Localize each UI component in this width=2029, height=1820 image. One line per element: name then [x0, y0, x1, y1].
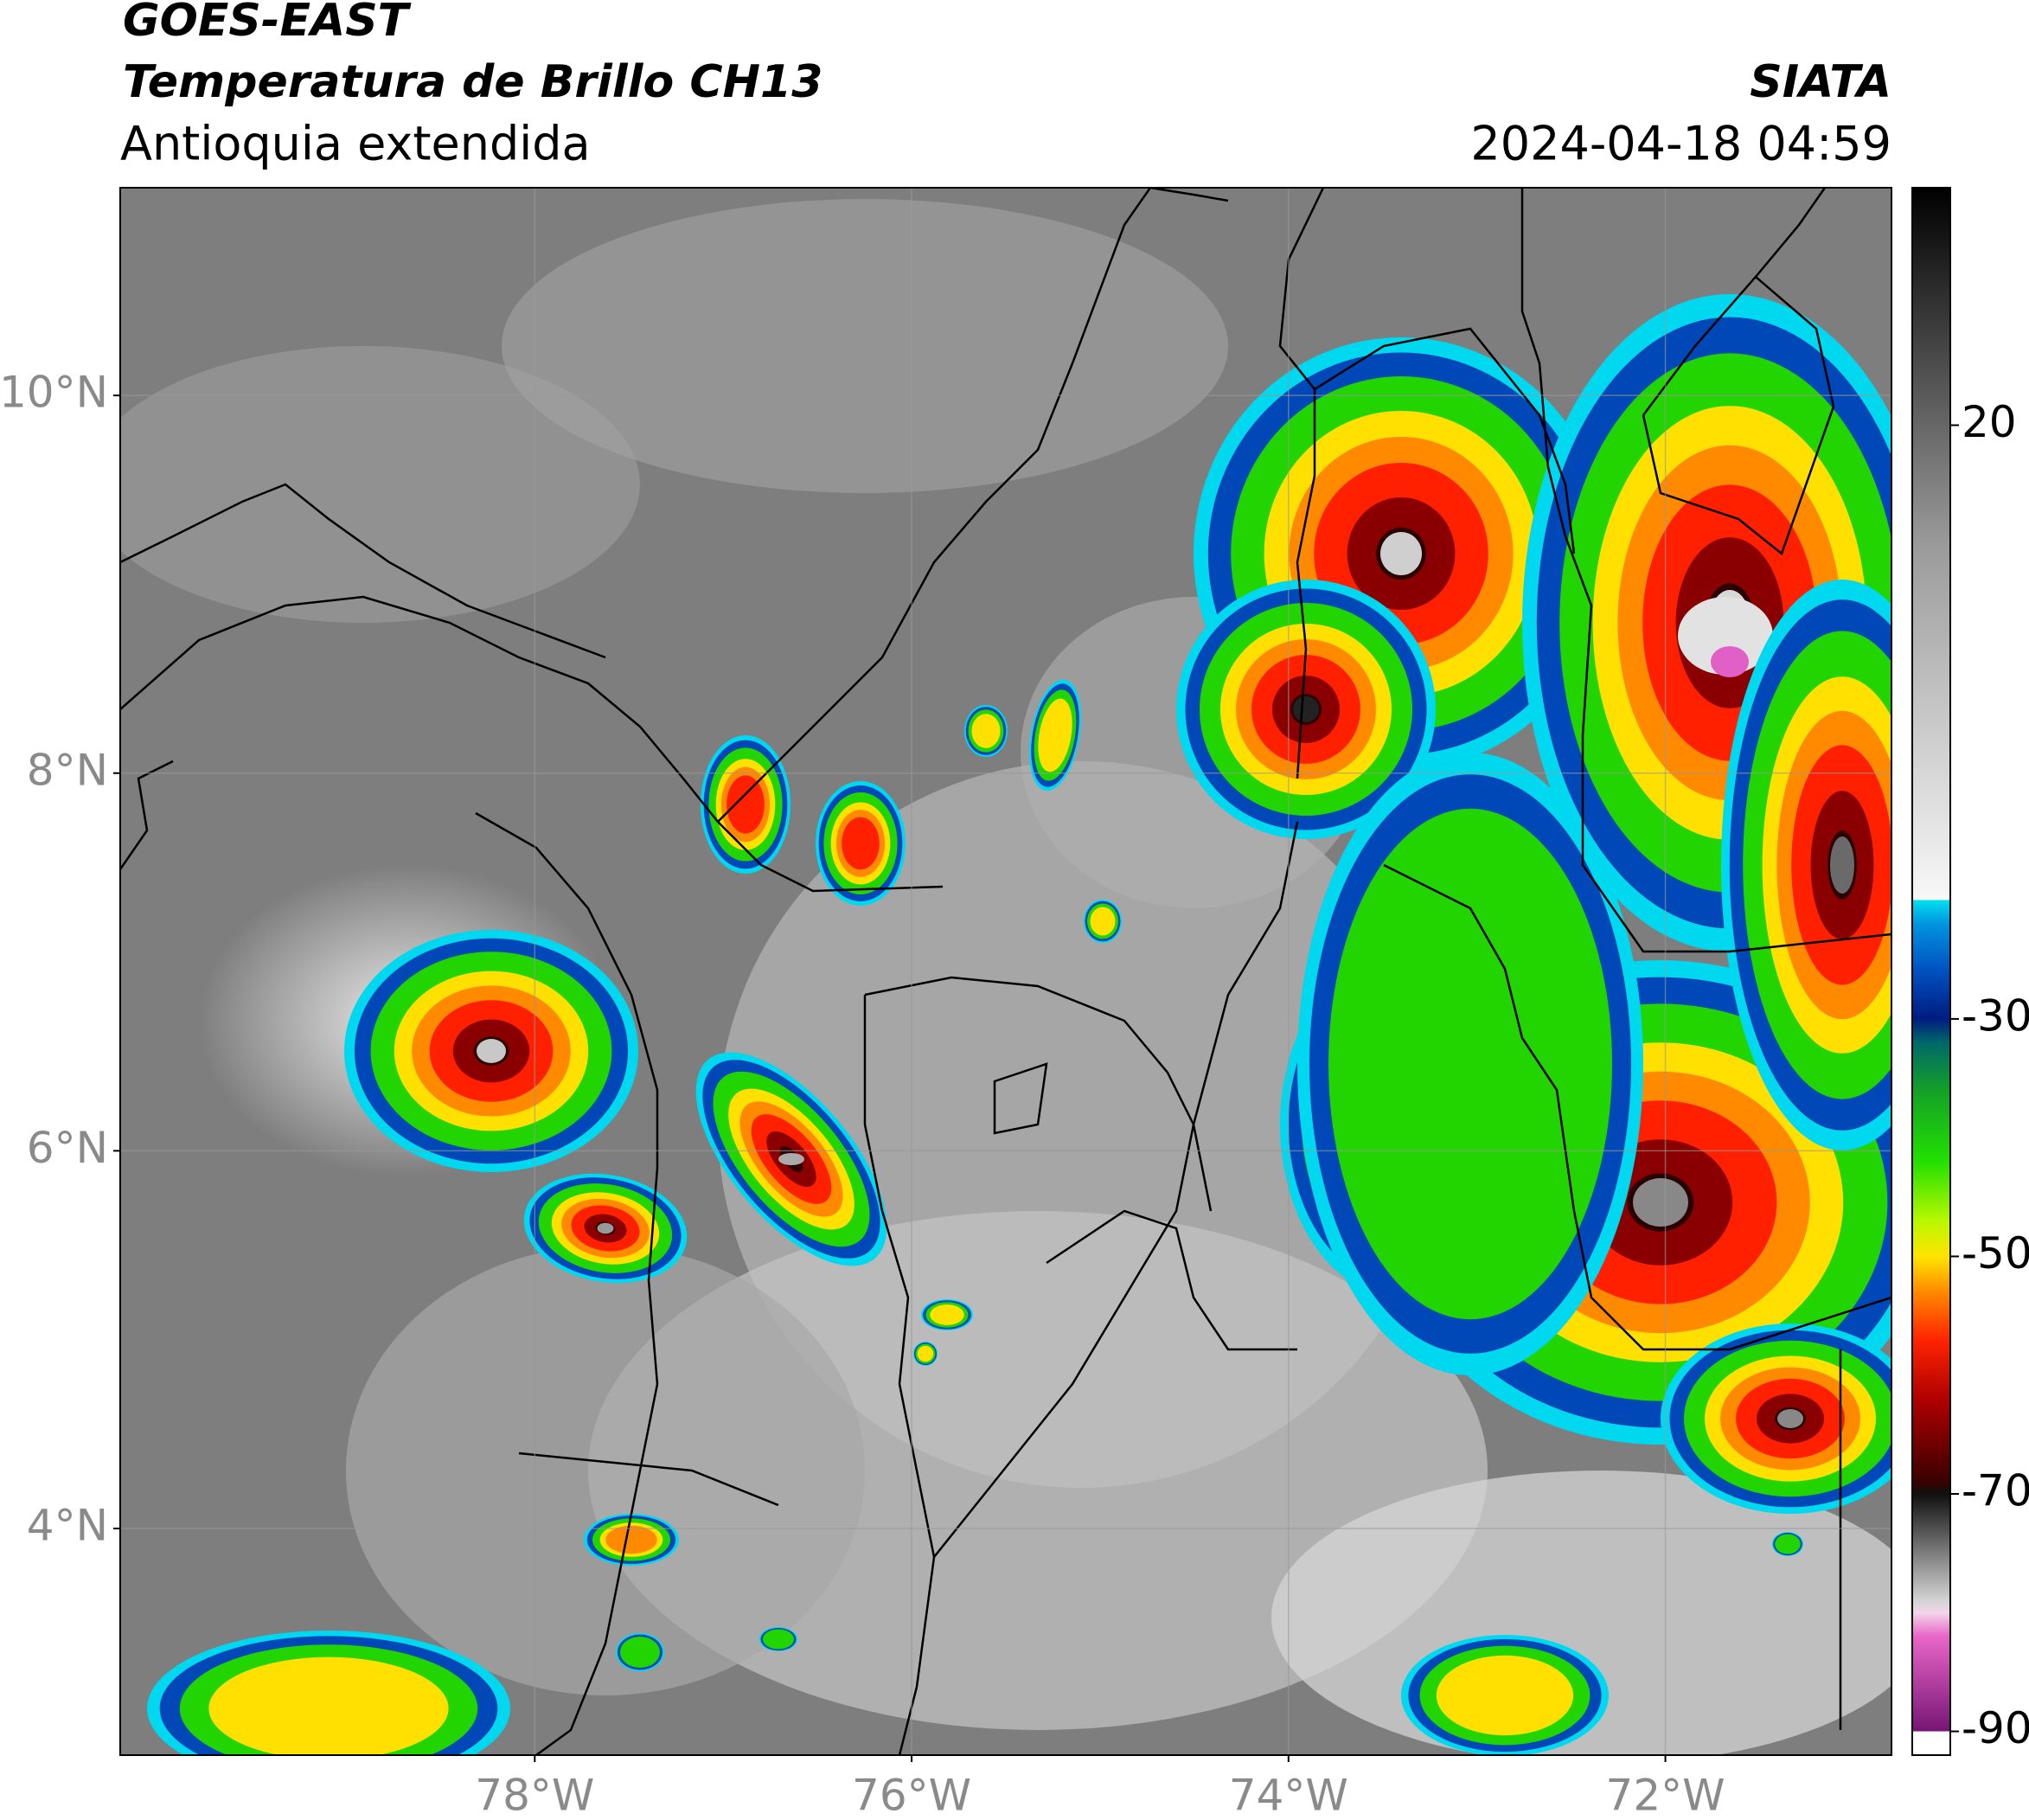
map-frame — [119, 187, 1892, 1756]
axes: 78°W 76°W 74°W 72°W 4°N 6°N 8°N 10°N — [0, 368, 1725, 1820]
cloud-top — [930, 1304, 964, 1325]
cloud-top — [1090, 907, 1116, 936]
cloud-top — [1436, 1655, 1574, 1736]
cloud-top — [1775, 1534, 1801, 1554]
cloud-core — [1711, 646, 1749, 677]
cloud-top — [1038, 698, 1072, 772]
border — [993, 1062, 1048, 1135]
coastline — [120, 759, 174, 870]
border — [898, 821, 1299, 1755]
border — [1046, 1209, 1297, 1351]
colorbar-tick-label: -90 — [1962, 1703, 2029, 1753]
cloud-texture — [502, 199, 1228, 493]
cloud-top — [842, 817, 880, 870]
cloud-texture — [1271, 1471, 1891, 1755]
cloud-core — [1633, 1178, 1688, 1227]
coastline — [717, 188, 1152, 823]
borders — [120, 188, 1891, 1755]
colorbar-tick-label: -50 — [1962, 1228, 2029, 1278]
cloud-core — [778, 1153, 804, 1165]
coastline — [1149, 188, 1229, 202]
border — [864, 976, 1213, 1212]
cloud-core — [1293, 696, 1319, 722]
cloud-texture — [346, 1246, 865, 1695]
border — [717, 821, 944, 893]
border — [1278, 188, 1325, 779]
border — [1314, 327, 1576, 554]
grid — [120, 188, 1891, 1755]
cloud-top — [726, 775, 765, 834]
timestamp: 2024-04-18 04:59 — [1470, 117, 1891, 171]
cloud-core — [597, 1222, 614, 1234]
cloud-core — [1777, 1409, 1803, 1428]
x-tick-label: 72°W — [1606, 1771, 1725, 1817]
colorbar-ticks: -90 -70 -50 -30 20 — [1950, 397, 2029, 1753]
title: GOES-EAST — [123, 0, 412, 47]
cloud-top — [208, 1657, 449, 1755]
cloud-top — [762, 1629, 795, 1650]
coastline — [120, 483, 606, 659]
y-tick-label: 10°N — [0, 368, 108, 418]
colorbar-tick-label: -70 — [1962, 1466, 2029, 1516]
cloud-top — [605, 1525, 657, 1554]
colorbar-tick-label: -30 — [1962, 990, 2029, 1041]
cloud-top — [971, 714, 1001, 748]
x-tick-label: 74°W — [1229, 1771, 1348, 1817]
source: SIATA — [1750, 56, 1891, 108]
cloud-top — [620, 1636, 660, 1669]
border — [1520, 188, 1891, 953]
subtitle: Temperatura de Brillo CH13 — [123, 56, 822, 108]
colorbar — [1911, 187, 1951, 1756]
y-tick-label: 6°N — [27, 1123, 108, 1173]
coastline — [120, 595, 719, 823]
map — [120, 188, 1891, 1755]
cloud-top — [1328, 808, 1612, 1320]
cloud-core — [1830, 836, 1854, 894]
convective-cells — [147, 294, 1891, 1755]
border — [863, 995, 936, 1558]
cloud-texture — [120, 346, 640, 623]
cloud-core — [1380, 532, 1422, 575]
colorbar-tick-label: 20 — [1962, 397, 2017, 447]
cloud-core — [477, 1039, 506, 1063]
x-tick-label: 78°W — [475, 1771, 594, 1817]
cloud-top — [917, 1345, 934, 1362]
border — [518, 1452, 779, 1507]
coastline — [475, 811, 659, 1755]
y-tick-label: 4°N — [27, 1501, 108, 1551]
region: Antioquia extendida — [120, 117, 591, 171]
cloud-core — [1678, 597, 1773, 675]
border — [1642, 276, 1835, 556]
x-tick-label: 76°W — [852, 1771, 971, 1817]
y-tick-label: 8°N — [27, 745, 108, 795]
